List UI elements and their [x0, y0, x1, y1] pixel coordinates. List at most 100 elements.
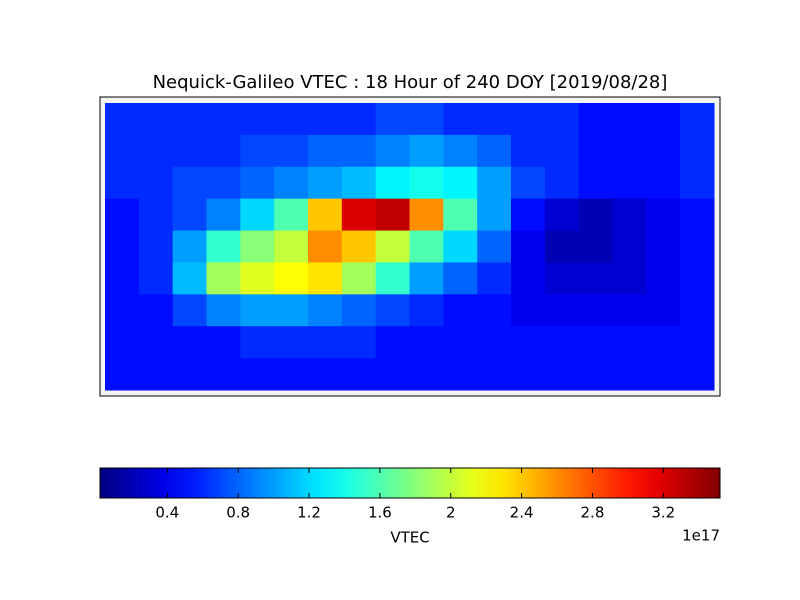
- heatmap-cell: [375, 262, 410, 295]
- heatmap-cell: [308, 134, 343, 168]
- heatmap-cell: [578, 294, 613, 327]
- heatmap-cell: [206, 326, 241, 359]
- heatmap-cell: [612, 166, 647, 200]
- heatmap-cell: [511, 166, 546, 200]
- heatmap-cell: [578, 198, 613, 232]
- heatmap-cell: [578, 326, 613, 359]
- heatmap-cell: [274, 230, 309, 263]
- heatmap-cell: [477, 358, 512, 391]
- heatmap-cell: [341, 358, 377, 391]
- heatmap-cell: [240, 358, 275, 391]
- heatmap-cell: [409, 294, 444, 327]
- heatmap-cell: [308, 198, 343, 232]
- heatmap-cell: [511, 103, 546, 136]
- heatmap-cell: [477, 294, 512, 327]
- heatmap-cell: [206, 230, 241, 263]
- heatmap-cell: [105, 326, 140, 359]
- heatmap-cell: [274, 294, 309, 327]
- heatmap-cell: [274, 198, 309, 232]
- heatmap-cell: [680, 358, 715, 391]
- heatmap-cell: [477, 166, 512, 200]
- heatmap-cell: [578, 103, 613, 136]
- heatmap-cell: [308, 166, 343, 200]
- heatmap-cell: [612, 230, 647, 263]
- heatmap-cell: [172, 166, 207, 200]
- heatmap-cell: [138, 230, 174, 263]
- heatmap-cell: [646, 103, 681, 136]
- heatmap-cell: [443, 294, 478, 327]
- colorbar-tick-label: 2.4: [510, 504, 534, 522]
- heatmap-cell: [646, 262, 681, 295]
- heatmap-cell: [341, 262, 377, 295]
- heatmap-cell: [578, 358, 613, 391]
- heatmap-cell: [105, 134, 140, 168]
- colorbar-tick-label: 0.8: [226, 504, 250, 522]
- heatmap-cell: [646, 326, 681, 359]
- heatmap-cell: [341, 166, 377, 200]
- heatmap-cell: [206, 134, 241, 168]
- colorbar-tick-label: 1.6: [368, 504, 392, 522]
- heatmap-cell: [341, 103, 377, 136]
- heatmap-cell: [544, 262, 580, 295]
- colorbar-tick-label: 2: [446, 504, 456, 522]
- heatmap-cell: [680, 230, 715, 263]
- heatmap-cell: [511, 262, 546, 295]
- heatmap-cell: [240, 326, 275, 359]
- heatmap-cell: [138, 326, 174, 359]
- heatmap: [105, 103, 715, 391]
- heatmap-cell: [646, 134, 681, 168]
- heatmap-cell: [341, 326, 377, 359]
- heatmap-cell: [172, 103, 207, 136]
- heatmap-cell: [612, 198, 647, 232]
- heatmap-cell: [240, 262, 275, 295]
- heatmap-cell: [477, 230, 512, 263]
- colorbar-tick-label: 1.2: [297, 504, 321, 522]
- heatmap-cell: [206, 103, 241, 136]
- offset-label: 1e17: [682, 527, 720, 545]
- heatmap-cell: [544, 230, 580, 263]
- heatmap-cell: [274, 262, 309, 295]
- chart-title: Nequick-Galileo VTEC : 18 Hour of 240 DO…: [153, 72, 668, 93]
- heatmap-cell: [138, 103, 174, 136]
- heatmap-cell: [646, 358, 681, 391]
- heatmap-cell: [443, 103, 478, 136]
- heatmap-cell: [544, 326, 580, 359]
- heatmap-cell: [443, 134, 478, 168]
- heatmap-cell: [274, 103, 309, 136]
- colorbar-tick-label: 3.2: [651, 504, 675, 522]
- heatmap-cell: [680, 134, 715, 168]
- heatmap-cell: [409, 166, 444, 200]
- heatmap-cell: [544, 134, 580, 168]
- heatmap-cell: [409, 358, 444, 391]
- heatmap-cell: [308, 358, 343, 391]
- heatmap-cell: [443, 198, 478, 232]
- heatmap-cell: [240, 134, 275, 168]
- heatmap-cell: [341, 294, 377, 327]
- heatmap-cell: [138, 358, 174, 391]
- heatmap-cell: [138, 294, 174, 327]
- heatmap-cell: [409, 230, 444, 263]
- heatmap-cell: [409, 198, 444, 232]
- heatmap-cell: [612, 358, 647, 391]
- heatmap-cell: [680, 166, 715, 200]
- heatmap-cell: [105, 262, 140, 295]
- heatmap-cell: [274, 166, 309, 200]
- heatmap-cell: [308, 294, 343, 327]
- heatmap-cell: [172, 134, 207, 168]
- heatmap-cell: [612, 294, 647, 327]
- heatmap-cell: [680, 103, 715, 136]
- heatmap-cell: [578, 262, 613, 295]
- heatmap-cell: [138, 262, 174, 295]
- heatmap-cell: [578, 230, 613, 263]
- heatmap-cell: [172, 230, 207, 263]
- heatmap-cell: [105, 294, 140, 327]
- heatmap-cell: [308, 230, 343, 263]
- heatmap-cell: [138, 198, 174, 232]
- heatmap-cell: [646, 166, 681, 200]
- heatmap-cell: [680, 326, 715, 359]
- colorbar: [99, 467, 721, 499]
- heatmap-cell: [578, 134, 613, 168]
- heatmap-cell: [680, 294, 715, 327]
- heatmap-cell: [680, 198, 715, 232]
- heatmap-cell: [646, 230, 681, 263]
